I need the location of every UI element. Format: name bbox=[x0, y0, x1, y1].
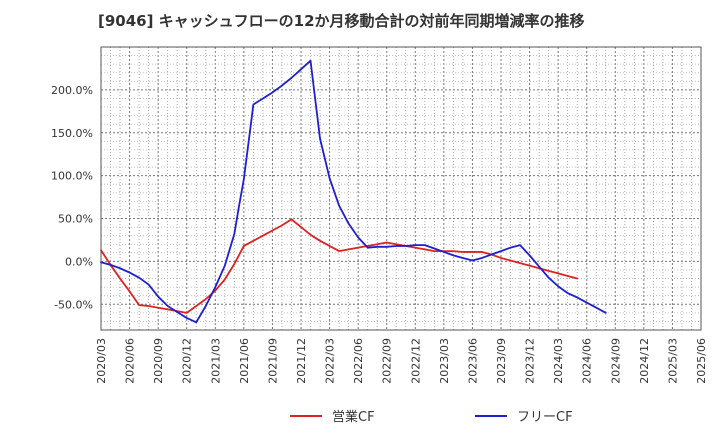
y-tick-label: 150.0% bbox=[51, 127, 93, 140]
x-tick-label: 2025/03 bbox=[666, 338, 679, 384]
x-tick-label: 2022/12 bbox=[409, 338, 422, 384]
legend-label: フリーCF bbox=[517, 410, 573, 425]
plot-frame bbox=[100, 46, 702, 331]
x-tick-label: 2022/09 bbox=[381, 338, 394, 384]
x-tick-label: 2023/03 bbox=[438, 338, 451, 384]
x-tick-label: 2024/12 bbox=[638, 338, 651, 384]
x-tick-label: 2022/06 bbox=[352, 338, 365, 384]
series-line-operating-cf bbox=[100, 218, 579, 314]
x-tick-label: 2022/03 bbox=[324, 338, 337, 384]
x-tick-label: 2023/06 bbox=[466, 338, 479, 384]
x-tick-label: 2024/06 bbox=[581, 338, 594, 384]
chart-title: [9046] キャッシュフローの12か月移動合計の対前年同期増減率の推移 bbox=[98, 12, 585, 30]
y-tick-label: 50.0% bbox=[58, 213, 93, 226]
y-tick-label: -50.0% bbox=[54, 298, 93, 311]
x-tick-label: 2021/03 bbox=[209, 338, 222, 384]
y-tick-label: 200.0% bbox=[51, 84, 93, 97]
y-tick-label: 0.0% bbox=[65, 255, 93, 268]
x-tick-label: 2020/06 bbox=[124, 338, 137, 384]
x-tick-label: 2024/09 bbox=[609, 338, 622, 384]
x-tick-label: 2020/12 bbox=[181, 338, 194, 384]
legend-label: 営業CF bbox=[332, 409, 375, 425]
x-tick-label: 2023/12 bbox=[524, 338, 537, 384]
x-tick-label: 2021/06 bbox=[238, 338, 251, 384]
x-tick-label: 2020/03 bbox=[95, 338, 108, 384]
series-line-free-cf bbox=[100, 59, 607, 324]
x-tick-label: 2023/09 bbox=[495, 338, 508, 384]
x-tick-label: 2021/12 bbox=[295, 338, 308, 384]
y-tick-label: 100.0% bbox=[51, 170, 93, 183]
x-tick-label: 2024/03 bbox=[552, 338, 565, 384]
x-tick-label: 2020/09 bbox=[152, 338, 165, 384]
x-tick-label: 2025/06 bbox=[695, 338, 708, 384]
x-tick-label: 2021/09 bbox=[266, 338, 279, 384]
